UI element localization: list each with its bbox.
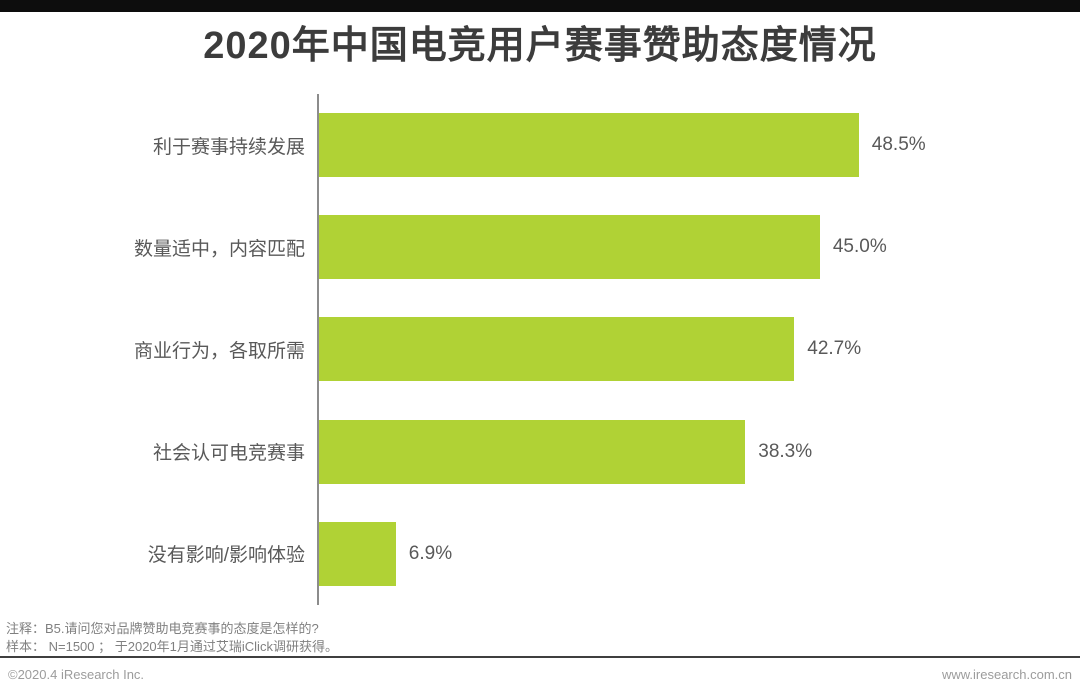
footer-divider [0,656,1080,658]
bar-chart: 利于赛事持续发展 48.5% 数量适中，内容匹配 45.0% 商业行为，各取所需 42.7… [0,94,1080,605]
category-label: 没有影响/影响体验 [147,545,305,567]
value-label: 6.9% [408,542,453,564]
footnote-question: 注释：B5.请问您对品牌赞助电竞赛事的态度是怎样的? [6,621,319,636]
bar-row: 利于赛事持续发展 48.5% [0,94,1080,196]
category-label: 数量适中，内容匹配 [133,238,305,260]
bar-row: 数量适中，内容匹配 45.0% [0,196,1080,298]
bar-row: 社会认可电竞赛事 38.3% [0,401,1080,503]
category-label: 社会认可电竞赛事 [152,443,305,465]
bar-area: 48.5% [319,113,926,178]
footer-bar: ©2020.4 iResearch Inc. www.iresearch.com… [0,658,1080,692]
value-label: 38.3% [758,440,813,462]
bar-area: 42.7% [319,317,862,382]
y-axis-line [317,94,319,605]
bar [319,215,820,280]
bar-area: 45.0% [319,215,887,280]
value-label: 42.7% [807,338,862,360]
bar-rows-container: 利于赛事持续发展 48.5% 数量适中，内容匹配 45.0% 商业行为，各取所需 42.7… [0,94,1080,605]
value-label: 45.0% [832,236,887,258]
bar [319,113,859,178]
bar-row: 商业行为，各取所需 42.7% [0,298,1080,400]
footnotes: 注释：B5.请问您对品牌赞助电竞赛事的态度是怎样的? 样本： N=1500 ； … [6,620,338,656]
website-link[interactable]: www.iresearch.com.cn [941,667,1072,682]
bar-area: 38.3% [319,419,813,484]
footnote-sample: 样本： N=1500 ； 于2020年1月通过艾瑞iClick调研获得。 [6,639,338,654]
category-label: 商业行为，各取所需 [133,340,305,362]
bar [319,521,396,586]
value-label: 48.5% [871,134,926,156]
bar-row: 没有影响/影响体验 6.9% [0,503,1080,605]
bar [319,317,795,382]
bar-area: 6.9% [319,521,453,586]
top-black-bar [0,0,1080,12]
copyright-text: ©2020.4 iResearch Inc. [8,667,145,682]
category-label: 利于赛事持续发展 [152,136,305,158]
chart-title: 2020年中国电竞用户赛事赞助态度情况 [203,25,877,67]
bar [319,419,746,484]
